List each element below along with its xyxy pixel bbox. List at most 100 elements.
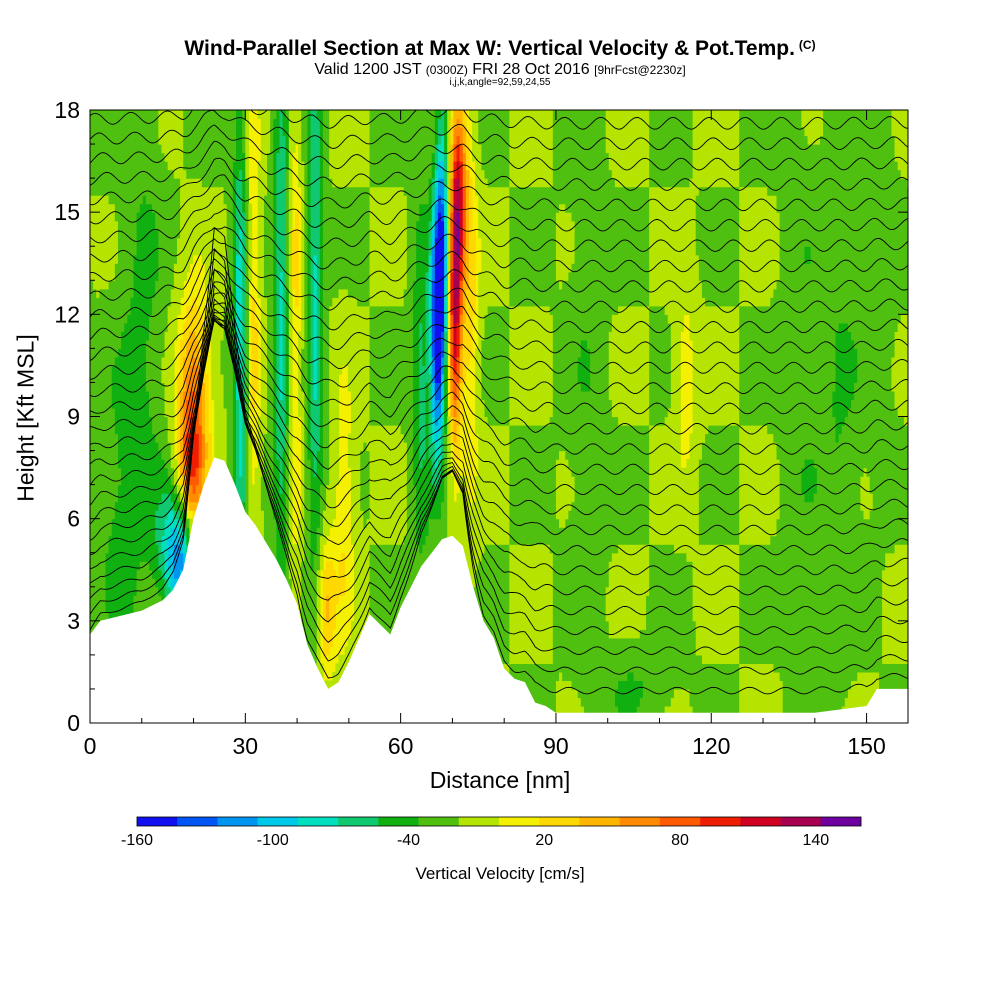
field-cell — [108, 280, 113, 290]
field-cell — [114, 433, 119, 443]
field-cell — [105, 603, 110, 613]
field-cell — [93, 220, 97, 230]
field-cell — [96, 127, 100, 137]
field-cell — [121, 569, 125, 579]
field-cell — [96, 203, 100, 213]
field-cell — [133, 459, 138, 469]
field-cell — [108, 297, 113, 307]
field-cell — [127, 161, 131, 171]
field-cell — [114, 407, 119, 418]
field-cell — [117, 263, 122, 273]
field-cell — [248, 220, 253, 230]
field-cell — [96, 288, 100, 298]
field-cell — [96, 467, 100, 477]
field-cell — [90, 144, 94, 154]
field-cell — [102, 552, 107, 562]
field-cell — [102, 484, 107, 494]
field-cell — [121, 552, 125, 562]
field-cell — [90, 552, 94, 562]
field-cell — [108, 110, 113, 120]
field-cell — [288, 365, 293, 375]
field-cell — [105, 595, 110, 605]
field-cell — [93, 467, 97, 477]
field-cell — [93, 373, 97, 384]
field-cell — [130, 169, 135, 179]
field-cell — [316, 578, 321, 588]
field-cell — [105, 365, 110, 375]
field-cell — [108, 288, 113, 298]
field-cell — [133, 510, 138, 520]
field-cell — [124, 322, 128, 332]
field-cell — [99, 229, 104, 239]
field-cell — [248, 467, 253, 477]
field-cell — [208, 450, 212, 460]
field-cell — [111, 535, 116, 545]
field-cell — [114, 603, 119, 613]
field-cell — [108, 603, 113, 613]
field-cell — [130, 152, 135, 162]
field-cell — [111, 169, 116, 179]
field-cell — [117, 127, 122, 137]
field-cell — [99, 595, 104, 605]
field-cell — [99, 365, 104, 375]
field-cell — [117, 595, 122, 605]
field-cell — [130, 203, 135, 213]
field-cell — [111, 373, 116, 384]
field-cell — [99, 356, 104, 367]
field-cell — [93, 195, 97, 205]
field-cell — [130, 442, 135, 452]
field-cell — [93, 399, 97, 409]
field-cell — [111, 254, 116, 264]
field-cell — [245, 314, 250, 324]
field-cell — [117, 518, 122, 528]
field-cell — [111, 305, 116, 315]
field-cell — [117, 510, 122, 520]
field-cell — [90, 246, 94, 256]
field-cell — [124, 152, 128, 162]
field-cell — [124, 390, 128, 401]
field-cell — [127, 459, 131, 469]
field-cell — [114, 586, 119, 596]
field-cell — [127, 339, 131, 349]
field-cell — [114, 331, 119, 341]
field-cell — [114, 212, 119, 222]
field-cell — [114, 450, 119, 460]
field-cell — [90, 263, 94, 273]
field-cell — [99, 271, 104, 281]
field-cell — [102, 476, 107, 486]
field-cell — [127, 288, 131, 298]
field-cell — [114, 246, 119, 256]
field-cell — [96, 331, 100, 341]
field-cell — [105, 399, 110, 409]
field-cell — [288, 195, 293, 205]
field-cell — [124, 433, 128, 443]
field-cell — [127, 237, 131, 247]
field-cell — [102, 144, 107, 154]
field-cell — [96, 297, 100, 307]
field-cell — [111, 314, 116, 324]
field-cell — [90, 407, 94, 418]
field-cell — [105, 578, 110, 588]
field-cell — [114, 348, 119, 358]
field-cell — [124, 263, 128, 273]
field-cell — [127, 322, 131, 332]
field-cell — [127, 254, 131, 264]
field-cell — [90, 237, 94, 247]
field-cell — [111, 561, 116, 571]
field-cell — [130, 484, 135, 494]
field-cell — [124, 212, 128, 222]
field-cell — [108, 263, 113, 273]
field-cell — [316, 646, 321, 656]
field-cell — [245, 331, 250, 341]
field-cell — [105, 254, 110, 264]
field-cell — [127, 425, 131, 435]
field-cell — [96, 501, 100, 511]
field-cell — [93, 390, 97, 401]
field-cell — [130, 161, 135, 171]
field-cell — [245, 297, 250, 307]
field-cell — [99, 237, 104, 247]
field-cell — [121, 161, 125, 171]
field-cell — [121, 390, 125, 401]
field-cell — [114, 254, 119, 264]
